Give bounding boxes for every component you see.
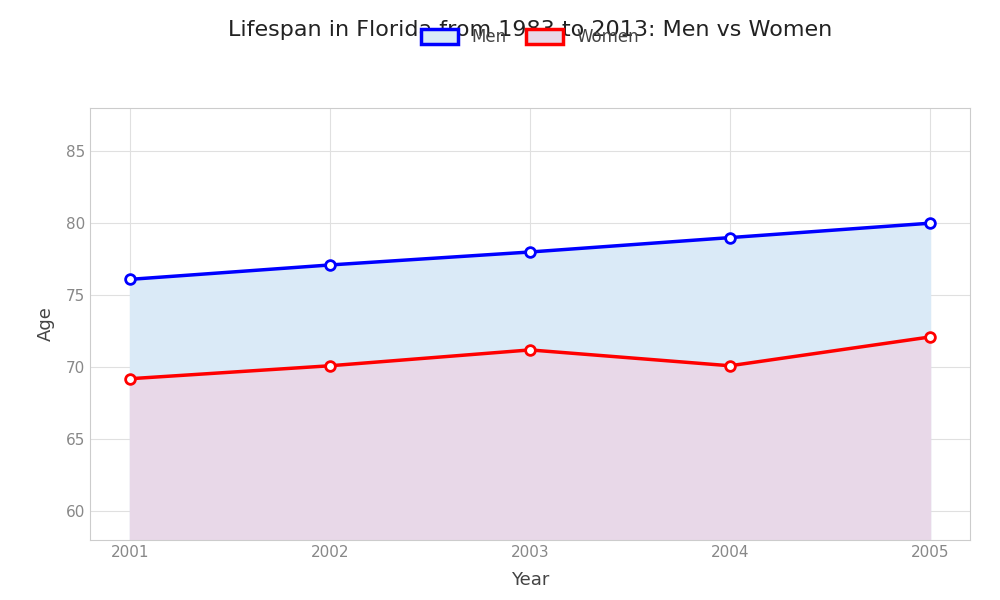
X-axis label: Year: Year <box>511 571 549 589</box>
Title: Lifespan in Florida from 1983 to 2013: Men vs Women: Lifespan in Florida from 1983 to 2013: M… <box>228 20 832 40</box>
Legend: Men, Women: Men, Women <box>414 21 646 53</box>
Y-axis label: Age: Age <box>37 307 55 341</box>
